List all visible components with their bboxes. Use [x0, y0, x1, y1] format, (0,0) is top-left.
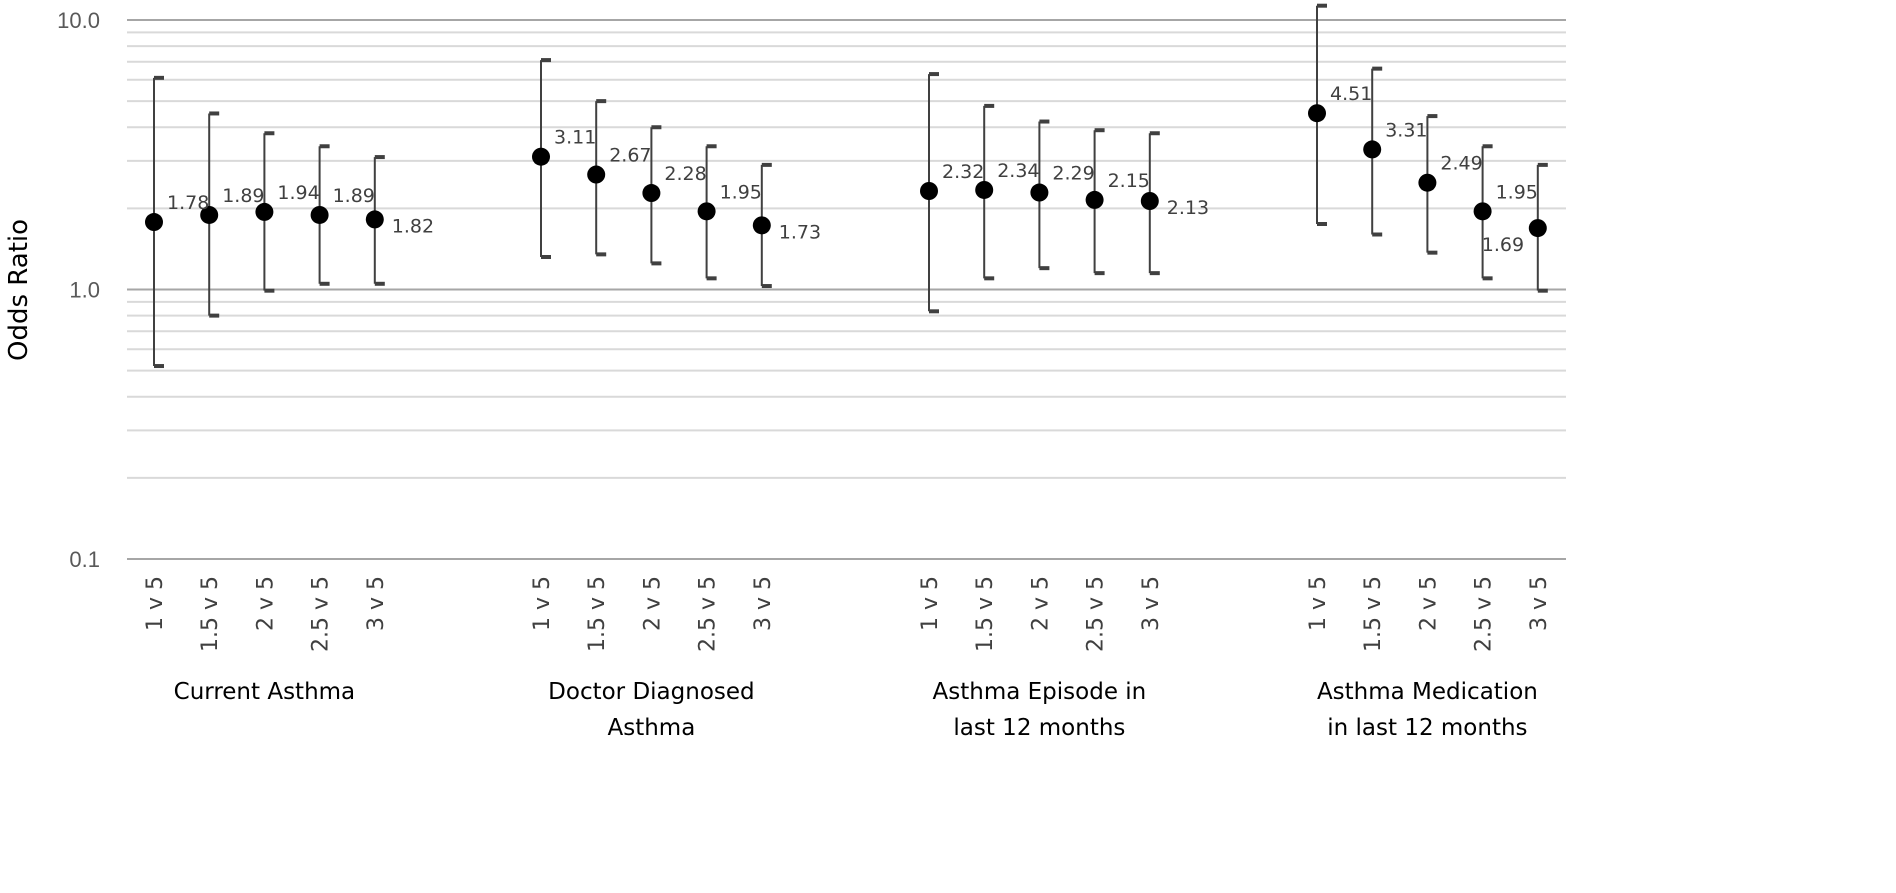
data-point: [975, 180, 994, 199]
y-axis-ticks: 10.0 1.0 0.1: [57, 8, 100, 572]
y-axis-title: Odds Ratio: [4, 219, 34, 361]
category-label: 1 v 5: [143, 576, 168, 631]
data-label: 3.11: [554, 127, 596, 149]
category-label: 1 v 5: [918, 576, 943, 631]
category-label: 2 v 5: [1028, 576, 1053, 631]
y-tick-label: 1.0: [69, 278, 100, 303]
group-label: Asthma Episode in: [933, 679, 1147, 705]
group-labels: Current Asthma Doctor Diagnosed Asthma Asth…: [174, 679, 1538, 741]
data-point: [145, 213, 163, 232]
data-point: [1030, 183, 1049, 202]
category-label: 2.5 v 5: [309, 576, 334, 652]
group-label: Asthma: [607, 715, 695, 741]
data-label: 1.82: [392, 215, 434, 237]
data-point: [587, 165, 606, 184]
category-label: 3 v 5: [1527, 576, 1552, 631]
data-label: 1.95: [1496, 181, 1538, 203]
category-label: 3 v 5: [751, 576, 776, 631]
data-label: 2.67: [609, 145, 651, 167]
group-label: Current Asthma: [174, 679, 356, 705]
data-label: 4.51: [1330, 83, 1372, 105]
data-labels: 1.78 1.89 1.94 1.89 1.82 3.11 2.67 2.28 1.95 1.73…: [167, 83, 1538, 256]
group-label: Asthma Medication: [1317, 679, 1538, 705]
data-label: 1.73: [779, 221, 821, 243]
error-bars: [153, 3, 1548, 369]
category-label: 2 v 5: [1416, 576, 1441, 631]
data-label: 3.31: [1385, 119, 1427, 141]
category-label: 2.5 v 5: [1472, 576, 1497, 652]
category-label: 2 v 5: [253, 576, 278, 631]
category-label: 1.5 v 5: [1361, 576, 1386, 652]
data-point: [920, 182, 938, 201]
group-label: in last 12 months: [1327, 715, 1527, 741]
data-point: [1085, 190, 1104, 209]
data-label: 2.28: [664, 163, 706, 185]
category-label: 1 v 5: [1306, 576, 1331, 631]
category-label: 2 v 5: [640, 576, 665, 631]
data-label: 2.49: [1440, 153, 1482, 175]
data-point: [365, 210, 384, 229]
category-label: 2.5 v 5: [696, 576, 721, 652]
data-point: [1363, 140, 1382, 159]
data-label: 1.78: [167, 192, 209, 214]
y-tick-label: 0.1: [69, 547, 100, 572]
y-tick-label: 10.0: [57, 8, 100, 33]
data-label: 2.29: [1052, 163, 1094, 185]
category-label: 1.5 v 5: [585, 576, 610, 652]
data-point: [752, 216, 771, 235]
data-label: 2.32: [942, 161, 984, 183]
category-label: 3 v 5: [364, 576, 389, 631]
data-point: [642, 184, 661, 203]
data-label: 1.89: [333, 185, 375, 207]
gridlines: [127, 19, 1566, 560]
data-point: [1140, 192, 1159, 211]
group-label: last 12 months: [953, 715, 1125, 741]
category-label: 1.5 v 5: [198, 576, 223, 652]
data-point: [532, 147, 550, 166]
data-label: 2.34: [997, 160, 1039, 182]
data-point: [310, 205, 329, 224]
group-label: Doctor Diagnosed: [548, 679, 754, 705]
category-label: 3 v 5: [1139, 576, 1164, 631]
data-label: 2.13: [1167, 197, 1209, 219]
category-label: 2.5 v 5: [1084, 576, 1109, 652]
data-point: [1473, 202, 1492, 221]
data-label: 1.69: [1482, 234, 1524, 256]
data-label: 1.89: [222, 185, 264, 207]
data-point: [1528, 219, 1547, 238]
data-label: 2.15: [1108, 170, 1150, 192]
category-label: 1.5 v 5: [973, 576, 998, 652]
data-label: 1.95: [720, 181, 762, 203]
category-labels: 1 v 5 1.5 v 5 2 v 5 2.5 v 5 3 v 5 1 v 5 1.5 v …: [143, 576, 1552, 652]
data-point: [1308, 104, 1326, 123]
data-points: [145, 104, 1547, 238]
data-label: 1.94: [277, 182, 319, 204]
data-point: [200, 205, 219, 224]
category-label: 1 v 5: [530, 576, 555, 631]
data-point: [1418, 173, 1437, 192]
data-point: [255, 202, 274, 221]
data-point: [697, 202, 716, 221]
